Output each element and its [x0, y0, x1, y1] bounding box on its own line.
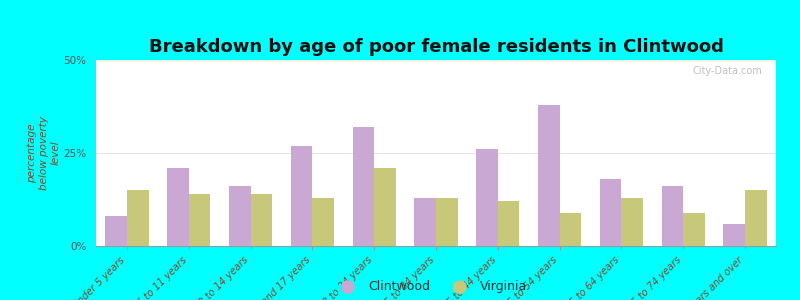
Y-axis label: percentage
below poverty
level: percentage below poverty level	[27, 116, 60, 190]
Text: City-Data.com: City-Data.com	[693, 66, 762, 76]
Bar	[745, 190, 766, 246]
Text: Clintwood: Clintwood	[368, 280, 430, 293]
Bar	[622, 198, 643, 246]
Bar	[683, 212, 705, 246]
Bar	[167, 168, 189, 246]
Bar	[250, 194, 272, 246]
Bar	[560, 212, 582, 246]
Bar	[374, 168, 396, 246]
Bar	[414, 198, 436, 246]
Text: ●: ●	[452, 278, 468, 296]
Bar	[127, 190, 149, 246]
Bar	[538, 105, 560, 246]
Bar	[723, 224, 745, 246]
Text: ●: ●	[340, 278, 356, 296]
Text: Virginia: Virginia	[480, 280, 527, 293]
Bar	[476, 149, 498, 246]
Bar	[662, 187, 683, 246]
Bar	[498, 201, 519, 246]
Bar	[229, 187, 250, 246]
Bar	[353, 127, 374, 246]
Bar	[106, 216, 127, 246]
Bar	[436, 198, 458, 246]
Bar	[600, 179, 622, 246]
Bar	[189, 194, 210, 246]
Bar	[290, 146, 312, 246]
Title: Breakdown by age of poor female residents in Clintwood: Breakdown by age of poor female resident…	[149, 38, 723, 56]
Bar	[312, 198, 334, 246]
